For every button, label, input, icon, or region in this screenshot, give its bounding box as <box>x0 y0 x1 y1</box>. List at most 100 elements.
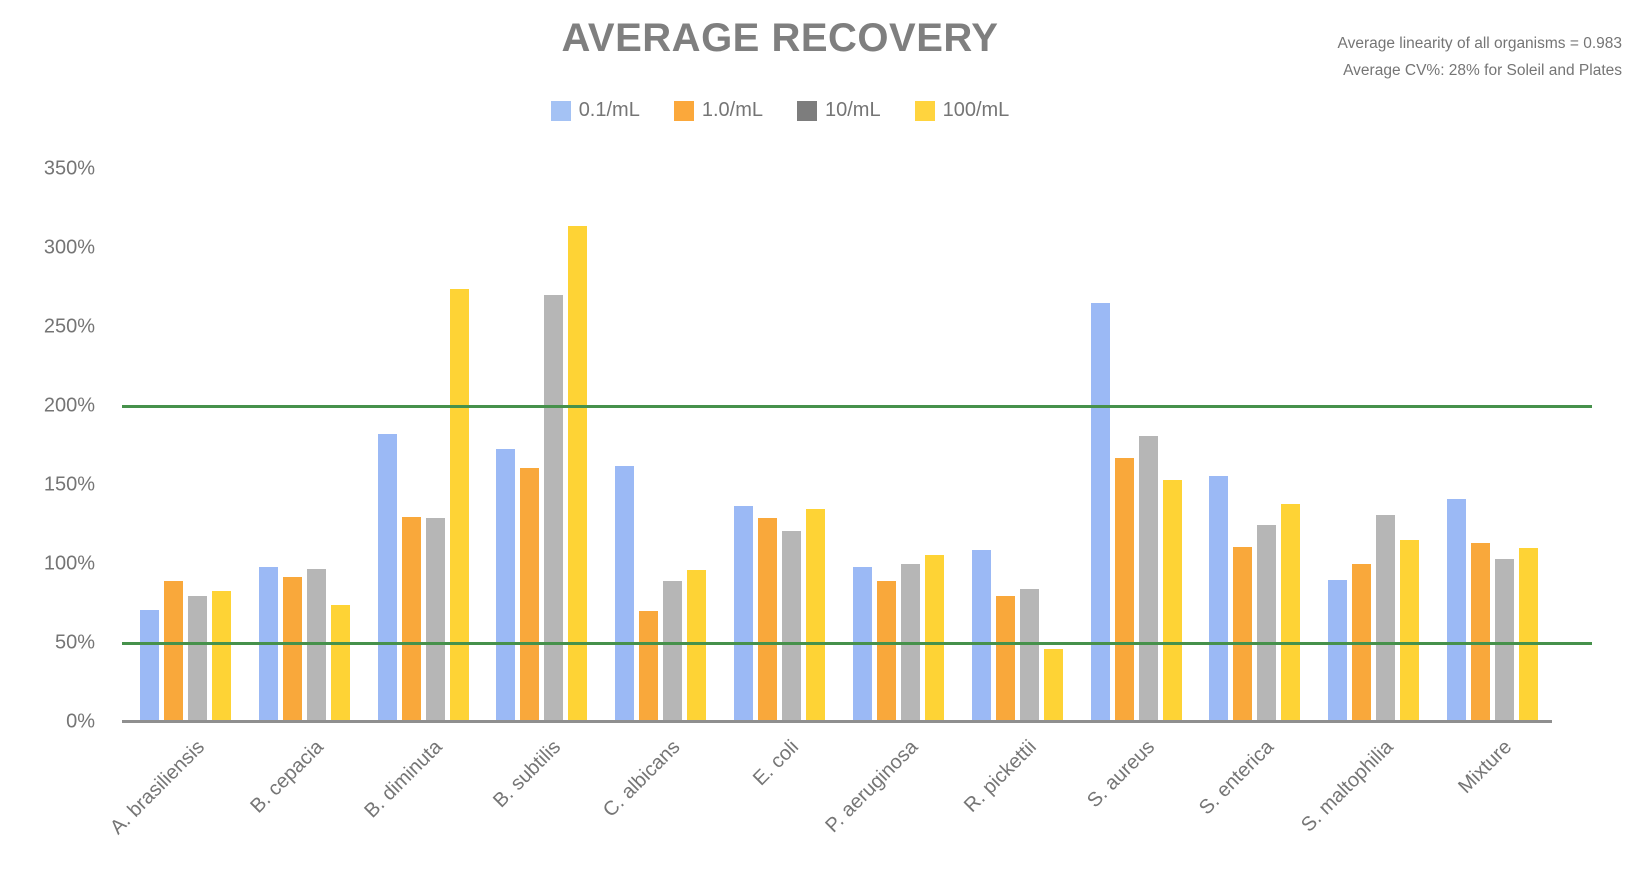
bar-b-cepacia-0-1-ml <box>258 567 278 722</box>
bar-e-coli-10-ml <box>782 530 802 722</box>
bar-b-subtilis-0-1-ml <box>496 448 516 722</box>
x-label-e-coli: E. coli <box>749 736 804 791</box>
legend-label-100-ml: 100/mL <box>942 99 1010 121</box>
legend-swatch-10-ml <box>797 100 817 121</box>
x-label-s-enterica: S. enterica <box>1195 736 1279 820</box>
x-label-b-diminuta: B. diminuta <box>360 736 447 823</box>
bar-group-r-pickettii: R. pickettii <box>958 169 1077 817</box>
chart-title: AVERAGE RECOVERY <box>561 16 999 60</box>
legend-swatch-1-0-ml <box>673 100 694 121</box>
bar-mixture-0-1-ml <box>1447 499 1467 722</box>
bar-group-b-cepacia: B. cepacia <box>245 169 364 818</box>
plot-area: A. brasiliensis B. cepacia B. diminuta B. s… <box>106 169 1552 839</box>
bar-group-p-aeruginosa: P. aeruginosa <box>821 169 958 837</box>
bar-c-albicans-100-ml <box>687 570 707 722</box>
bar-p-aeruginosa-0-1-ml <box>852 567 872 722</box>
bar-s-enterica-0-1-ml <box>1209 475 1229 722</box>
x-label-p-aeruginosa: P. aeruginosa <box>820 736 922 838</box>
bar-e-coli-1-0-ml <box>758 518 778 722</box>
x-label-c-albicans: C. albicans <box>598 736 685 822</box>
y-tick-250: 250% <box>43 315 95 338</box>
bar-b-diminuta-100-ml <box>449 289 469 722</box>
bar-r-pickettii-0-1-ml <box>971 549 991 722</box>
bar-a-brasiliensis-100-ml <box>211 590 231 722</box>
legend-swatch-100-ml <box>914 100 935 121</box>
bar-b-subtilis-10-ml <box>544 295 564 722</box>
bar-a-brasiliensis-1-0-ml <box>163 581 183 722</box>
bar-mixture-1-0-ml <box>1471 543 1491 722</box>
x-label-mixture: Mixture <box>1454 736 1517 798</box>
bar-group-s-maltophilia: S. maltophilia <box>1297 169 1433 836</box>
bar-s-maltophilia-10-ml <box>1376 515 1396 722</box>
legend-item-100-ml: 100/mL <box>914 99 1010 122</box>
reference-line-200 <box>122 404 1592 408</box>
legend-swatch-0-1-ml <box>550 100 571 121</box>
chart-annotations: Average linearity of all organisms = 0.9… <box>1338 30 1622 84</box>
bar-s-aureus-0-1-ml <box>1090 303 1110 722</box>
y-axis: 0% 50% 100% 150% 200% 250% 300% 350% <box>0 158 95 733</box>
bar-c-albicans-1-0-ml <box>639 611 659 722</box>
bar-s-maltophilia-0-1-ml <box>1328 579 1348 722</box>
bar-r-pickettii-1-0-ml <box>995 595 1015 722</box>
y-tick-0: 0% <box>66 710 95 733</box>
bar-r-pickettii-100-ml <box>1043 649 1063 722</box>
bar-s-maltophilia-100-ml <box>1400 540 1420 722</box>
bar-b-cepacia-100-ml <box>330 605 350 722</box>
bar-b-cepacia-1-0-ml <box>282 576 302 722</box>
bar-s-enterica-1-0-ml <box>1233 546 1253 722</box>
annotation-linearity: Average linearity of all organisms = 0.9… <box>1337 35 1622 52</box>
bar-b-subtilis-100-ml <box>568 225 588 722</box>
bar-group-a-brasiliensis: A. brasiliensis <box>106 169 245 839</box>
bar-mixture-10-ml <box>1495 559 1515 722</box>
bar-a-brasiliensis-10-ml <box>187 595 207 722</box>
annotation-cv: Average CV%: 28% for Soleil and Plates <box>1343 62 1622 79</box>
bar-b-subtilis-1-0-ml <box>520 467 540 722</box>
bar-s-aureus-10-ml <box>1138 436 1158 722</box>
bar-group-s-enterica: S. enterica <box>1195 169 1314 819</box>
x-label-b-cepacia: B. cepacia <box>246 736 328 818</box>
bar-b-diminuta-0-1-ml <box>377 434 397 722</box>
bar-s-enterica-100-ml <box>1281 503 1301 722</box>
legend-item-0-1-ml: 0.1/mL <box>550 99 640 122</box>
bar-group-e-coli: E. coli <box>720 169 839 790</box>
bar-a-brasiliensis-0-1-ml <box>139 609 159 722</box>
chart-legend: 0.1/mL 1.0/mL 10/mL 100/mL <box>0 99 1560 122</box>
bar-c-albicans-10-ml <box>663 581 683 722</box>
bar-s-enterica-10-ml <box>1257 524 1277 722</box>
bar-s-aureus-100-ml <box>1162 480 1182 722</box>
y-tick-350: 350% <box>43 157 95 180</box>
x-label-r-pickettii: R. pickettii <box>959 736 1041 817</box>
x-label-s-maltophilia: S. maltophilia <box>1296 736 1398 837</box>
y-tick-50: 50% <box>54 631 95 654</box>
y-tick-100: 100% <box>43 552 95 575</box>
bar-c-albicans-0-1-ml <box>615 466 635 722</box>
x-label-b-subtilis: B. subtilis <box>489 736 566 813</box>
x-label-s-aureus: S. aureus <box>1083 736 1160 813</box>
y-tick-150: 150% <box>43 473 95 496</box>
bar-b-diminuta-10-ml <box>425 518 445 722</box>
x-label-a-brasiliensis: A. brasiliensis <box>106 736 209 839</box>
bar-group-b-diminuta: B. diminuta <box>360 169 483 822</box>
bar-mixture-100-ml <box>1519 548 1539 722</box>
y-tick-300: 300% <box>43 236 95 259</box>
bar-group-mixture: Mixture <box>1433 169 1552 798</box>
bar-s-aureus-1-0-ml <box>1114 458 1134 722</box>
reference-line-50 <box>122 641 1592 645</box>
legend-label-1-0-ml: 1.0/mL <box>701 99 763 121</box>
legend-label-0-1-ml: 0.1/mL <box>578 99 640 121</box>
legend-item-10-ml: 10/mL <box>797 99 881 122</box>
bar-e-coli-100-ml <box>806 508 826 722</box>
x-axis-line <box>122 720 1552 723</box>
y-tick-200: 200% <box>43 394 95 417</box>
legend-label-10-ml: 10/mL <box>825 99 881 121</box>
bar-p-aeruginosa-100-ml <box>924 554 944 722</box>
bar-group-s-aureus: S. aureus <box>1077 169 1196 812</box>
bar-group-b-subtilis: B. subtilis <box>482 169 601 812</box>
bar-e-coli-0-1-ml <box>734 505 754 722</box>
bar-r-pickettii-10-ml <box>1019 589 1039 722</box>
bar-b-diminuta-1-0-ml <box>401 516 421 722</box>
bar-b-cepacia-10-ml <box>306 568 326 722</box>
bar-p-aeruginosa-1-0-ml <box>876 581 896 722</box>
legend-item-1-0-ml: 1.0/mL <box>673 99 763 122</box>
